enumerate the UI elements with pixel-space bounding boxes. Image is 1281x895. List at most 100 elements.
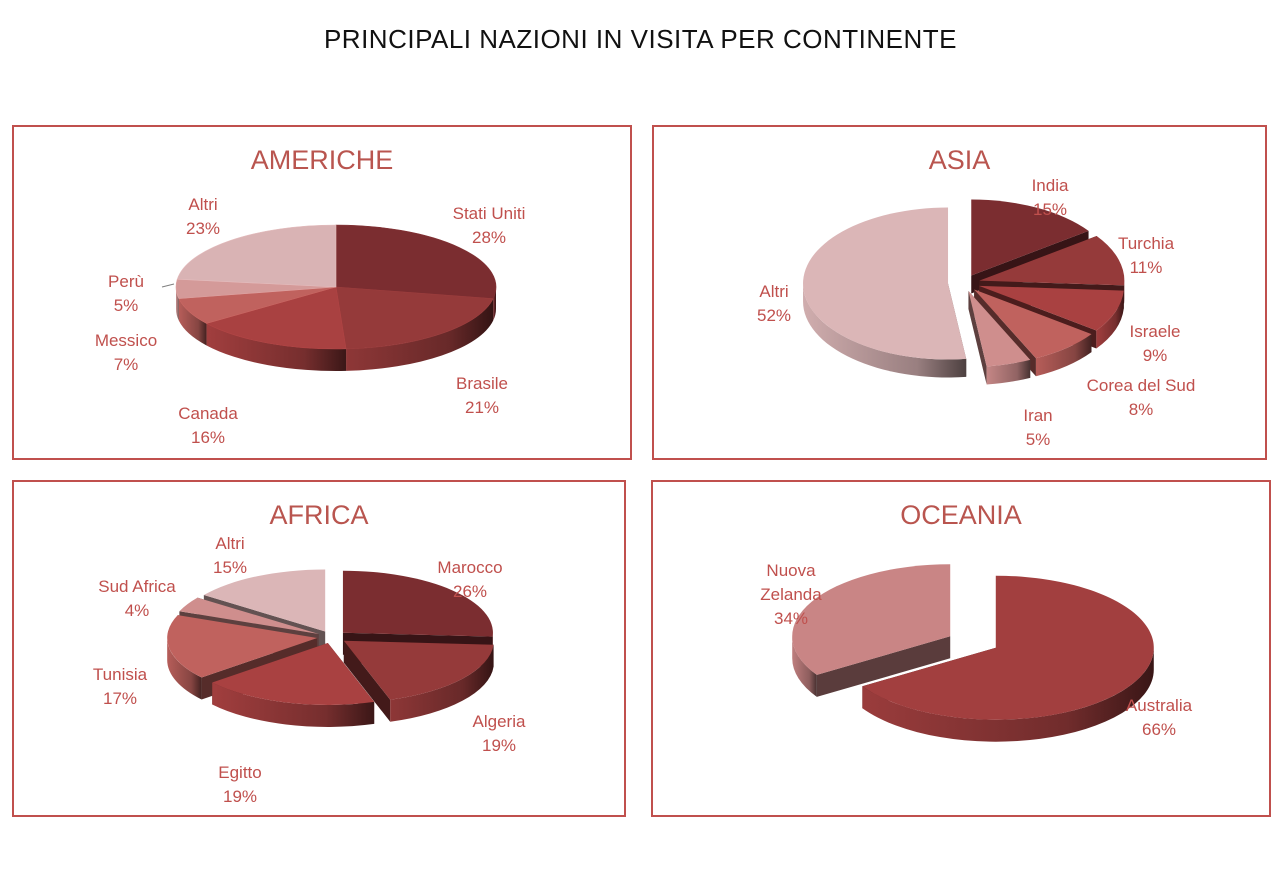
- data-label-value: 4%: [125, 601, 150, 620]
- pie-chart-americhe: Stati Uniti 28% Brasile 21% Canada 16% Messico…: [95, 195, 526, 447]
- pie-chart-oceania: Australia 66% Nuova Zelanda 34%: [760, 561, 1193, 742]
- data-label-altri: Altri 52%: [757, 282, 791, 325]
- data-label-name: Altri: [215, 534, 244, 553]
- data-label-name: Iran: [1023, 406, 1052, 425]
- slice-side-nuova-zelanda: [792, 636, 817, 697]
- data-label-brasile: Brasile 21%: [456, 374, 508, 417]
- data-label-value: 52%: [757, 306, 791, 325]
- data-label-value: 21%: [465, 398, 499, 417]
- slice-altri: [203, 569, 326, 632]
- data-label-turchia: Turchia 11%: [1118, 234, 1175, 277]
- data-label-value: 34%: [774, 609, 808, 628]
- slice-side-iran: [986, 359, 1031, 385]
- data-label-sud-africa: Sud Africa 4%: [98, 577, 176, 620]
- data-label-value: 16%: [191, 428, 225, 447]
- slice-side-brasile: [346, 298, 494, 371]
- data-label-peru: Perù 5%: [108, 272, 144, 315]
- data-label-name: Israele: [1129, 322, 1180, 341]
- slice-tunisia: [167, 615, 318, 678]
- data-label-name: Australia: [1126, 696, 1193, 715]
- data-label-name: Tunisia: [93, 665, 148, 684]
- data-label-name: Altri: [759, 282, 788, 301]
- data-label-name: Marocco: [437, 558, 502, 577]
- slice-corea-del-sud: [974, 289, 1092, 359]
- slice-marocco: [342, 570, 493, 637]
- data-label-egitto: Egitto 19%: [218, 763, 261, 806]
- data-label-altri: Altri 15%: [213, 534, 247, 577]
- slice-side-algeria: [390, 644, 494, 722]
- chart-panel-americhe: AMERICHE Stati Uniti 28% Brasile 21% Canada 1…: [12, 125, 632, 460]
- slice-turchia: [979, 235, 1125, 286]
- slice-egitto: [212, 642, 375, 705]
- slice-algeria: [343, 640, 494, 700]
- data-label-name: Turchia: [1118, 234, 1175, 253]
- slice-iran: [968, 291, 1031, 367]
- pie-chart-africa: Marocco 26% Algeria 19% Egitto 19% Tunisia 17% S…: [93, 534, 526, 806]
- data-label-altri: Altri 23%: [186, 195, 220, 238]
- data-label-name: Zelanda: [760, 585, 822, 604]
- slice-side-stati-uniti: [493, 287, 496, 321]
- slice-canada: [205, 286, 347, 350]
- chart-panel-oceania: OCEANIA Australia 66% Nuova Zelanda 34%: [651, 480, 1271, 817]
- chart-title-oceania: OCEANIA: [900, 500, 1022, 530]
- chart-title-americhe: AMERICHE: [250, 145, 394, 175]
- slice-side-australia: [862, 647, 1154, 742]
- leader-line: [161, 283, 175, 288]
- data-label-iran: Iran 5%: [1023, 406, 1052, 449]
- slice-side-tunisia: [167, 637, 202, 700]
- data-label-name: Altri: [188, 195, 217, 214]
- slice-side-egitto: [212, 682, 375, 727]
- data-label-tunisia: Tunisia 17%: [93, 665, 148, 708]
- data-label-canada: Canada 16%: [178, 404, 238, 447]
- data-label-name: Canada: [178, 404, 238, 423]
- data-label-india: India 15%: [1032, 176, 1069, 219]
- slice-side-canada: [206, 323, 347, 371]
- chart-title-africa: AFRICA: [269, 500, 369, 530]
- slice-sud-africa: [179, 597, 319, 635]
- slice-india: [971, 199, 1089, 276]
- data-label-value: 19%: [482, 736, 516, 755]
- data-label-name: Algeria: [473, 712, 526, 731]
- slice-side-iran: [968, 291, 987, 385]
- data-label-name: Stati Uniti: [453, 204, 526, 223]
- chart-panel-asia: ASIA India 15% Turchia 11% Israele 9% Corea de…: [652, 125, 1267, 460]
- data-label-marocco: Marocco 26%: [437, 558, 502, 601]
- slice-stati-uniti: [335, 224, 497, 299]
- data-label-value: 8%: [1129, 400, 1154, 419]
- slice-side-nuova-zelanda: [816, 636, 951, 697]
- data-label-value: 5%: [114, 296, 139, 315]
- slice-altri: [803, 207, 967, 360]
- data-label-algeria: Algeria 19%: [473, 712, 526, 755]
- slice-side-peru: [176, 287, 179, 321]
- chart-title-asia: ASIA: [928, 145, 991, 175]
- slice-israele: [979, 285, 1124, 331]
- data-label-value: 66%: [1142, 720, 1176, 739]
- data-label-value: 5%: [1026, 430, 1051, 449]
- data-label-value: 9%: [1143, 346, 1168, 365]
- slice-side-israele: [1096, 290, 1124, 349]
- data-label-corea-del-sud: Corea del Sud 8%: [1087, 376, 1196, 419]
- data-label-name: India: [1032, 176, 1069, 195]
- data-label-name: Corea del Sud: [1087, 376, 1196, 395]
- slice-nuova-zelanda: [792, 564, 951, 675]
- data-label-value: 28%: [472, 228, 506, 247]
- data-label-value: 15%: [1033, 200, 1067, 219]
- pie-chart-asia: India 15% Turchia 11% Israele 9% Corea del Sud…: [757, 176, 1196, 449]
- slice-australia: [862, 575, 1154, 720]
- page-title: PRINCIPALI NAZIONI IN VISITA PER CONTINE…: [323, 24, 958, 54]
- slice-side-altri: [803, 283, 967, 378]
- data-label-messico: Messico 7%: [95, 331, 157, 374]
- data-label-australia: Australia 66%: [1126, 696, 1193, 739]
- slice-altri: [176, 224, 337, 288]
- data-label-value: 7%: [114, 355, 139, 374]
- slice-side-algeria: [343, 640, 391, 722]
- data-label-name: Perù: [108, 272, 144, 291]
- data-label-value: 15%: [213, 558, 247, 577]
- slice-side-messico: [178, 298, 207, 346]
- data-label-value: 11%: [1130, 258, 1163, 277]
- data-label-value: 23%: [186, 219, 220, 238]
- chart-panel-africa: AFRICA Marocco 26% Algeria 19% Egitto 19% Tuni…: [12, 480, 626, 817]
- data-label-name: Brasile: [456, 374, 508, 393]
- data-label-name: Sud Africa: [98, 577, 176, 596]
- data-label-name: Messico: [95, 331, 157, 350]
